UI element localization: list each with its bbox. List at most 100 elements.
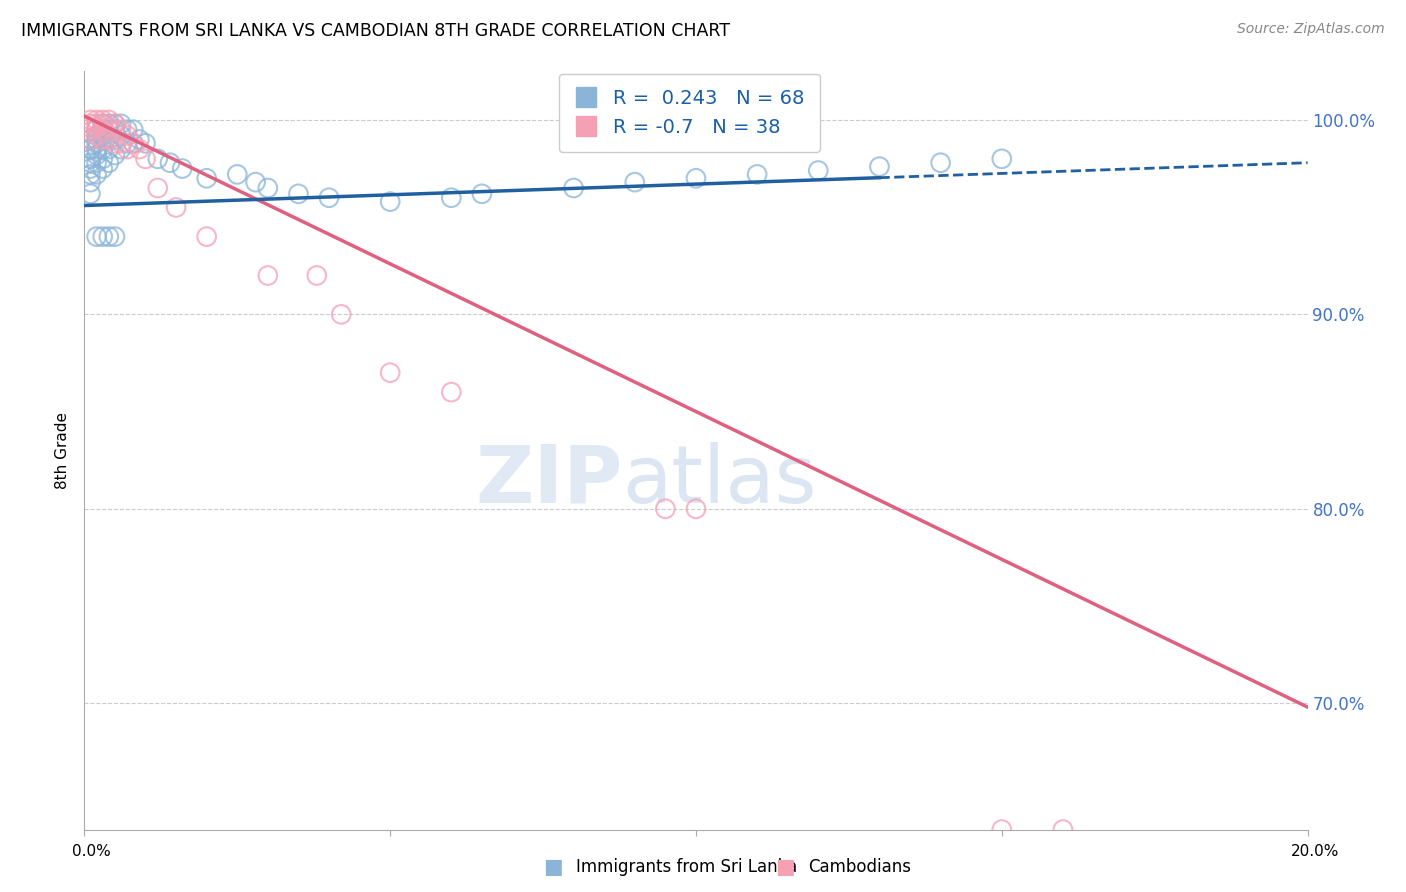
Point bbox=[110, 142, 132, 156]
Point bbox=[86, 155, 108, 169]
Point bbox=[91, 161, 114, 176]
Point bbox=[135, 152, 157, 166]
Point bbox=[685, 501, 707, 516]
Legend: R =  0.243   N = 68, R = -0.7   N = 38: R = 0.243 N = 68, R = -0.7 N = 38 bbox=[560, 73, 820, 153]
Point bbox=[79, 142, 101, 156]
Point bbox=[159, 155, 181, 169]
Point bbox=[330, 307, 353, 321]
Point bbox=[91, 112, 114, 127]
Point bbox=[104, 125, 127, 139]
Point bbox=[165, 201, 187, 215]
Point bbox=[97, 112, 120, 127]
Point bbox=[97, 117, 120, 131]
Point bbox=[104, 117, 127, 131]
Point bbox=[91, 122, 114, 136]
Point bbox=[380, 194, 402, 209]
Point bbox=[869, 160, 891, 174]
Point bbox=[86, 120, 108, 135]
Point bbox=[128, 132, 150, 146]
Point bbox=[91, 122, 114, 136]
Point bbox=[1052, 822, 1074, 837]
Point bbox=[79, 132, 101, 146]
Point bbox=[91, 142, 114, 156]
Point bbox=[110, 122, 132, 136]
Point bbox=[257, 268, 280, 283]
Point bbox=[104, 148, 127, 162]
Point bbox=[624, 175, 647, 189]
Point bbox=[79, 161, 101, 176]
Point bbox=[79, 132, 101, 146]
Point bbox=[122, 122, 145, 136]
Point bbox=[97, 132, 120, 146]
Point bbox=[97, 120, 120, 135]
Point bbox=[79, 155, 101, 169]
Point bbox=[104, 229, 127, 244]
Point bbox=[86, 122, 108, 136]
Point bbox=[440, 385, 463, 400]
Point bbox=[104, 117, 127, 131]
Text: ZIP: ZIP bbox=[475, 442, 623, 520]
Point bbox=[747, 168, 769, 182]
Point bbox=[79, 125, 101, 139]
Point bbox=[991, 822, 1014, 837]
Point bbox=[86, 117, 108, 131]
Point bbox=[97, 142, 120, 156]
Point bbox=[91, 152, 114, 166]
Point bbox=[97, 155, 120, 169]
Point bbox=[97, 132, 120, 146]
Point bbox=[135, 136, 157, 151]
Point bbox=[146, 181, 169, 195]
Point bbox=[110, 117, 132, 131]
Point bbox=[104, 132, 127, 146]
Point bbox=[104, 122, 127, 136]
Point bbox=[79, 142, 101, 156]
Point bbox=[79, 168, 101, 182]
Point bbox=[562, 181, 585, 195]
Point bbox=[86, 136, 108, 151]
Point bbox=[91, 128, 114, 143]
Point bbox=[115, 136, 138, 151]
Point bbox=[380, 366, 402, 380]
Point bbox=[79, 186, 101, 201]
Point bbox=[440, 191, 463, 205]
Point bbox=[115, 122, 138, 136]
Text: 0.0%: 0.0% bbox=[72, 845, 111, 859]
Point bbox=[86, 148, 108, 162]
Point bbox=[146, 152, 169, 166]
Text: Cambodians: Cambodians bbox=[808, 858, 911, 876]
Point bbox=[91, 132, 114, 146]
Point bbox=[104, 136, 127, 151]
Point bbox=[115, 128, 138, 143]
Point bbox=[287, 186, 309, 201]
Point bbox=[122, 136, 145, 151]
Point bbox=[79, 117, 101, 131]
Text: Immigrants from Sri Lanka: Immigrants from Sri Lanka bbox=[576, 858, 797, 876]
Point bbox=[79, 152, 101, 166]
Point bbox=[471, 186, 494, 201]
Point bbox=[79, 112, 101, 127]
Text: ■: ■ bbox=[543, 857, 562, 877]
Point bbox=[91, 132, 114, 146]
Y-axis label: 8th Grade: 8th Grade bbox=[55, 412, 70, 489]
Text: atlas: atlas bbox=[623, 442, 817, 520]
Point bbox=[86, 229, 108, 244]
Point bbox=[195, 171, 218, 186]
Point bbox=[195, 229, 218, 244]
Point bbox=[257, 181, 280, 195]
Point bbox=[86, 132, 108, 146]
Text: 20.0%: 20.0% bbox=[1291, 845, 1339, 859]
Point bbox=[929, 155, 952, 169]
Point bbox=[115, 142, 138, 156]
Point bbox=[86, 128, 108, 143]
Point bbox=[79, 175, 101, 189]
Point bbox=[91, 117, 114, 131]
Point bbox=[97, 229, 120, 244]
Point bbox=[91, 117, 114, 131]
Point bbox=[86, 168, 108, 182]
Point bbox=[172, 161, 194, 176]
Point bbox=[128, 142, 150, 156]
Point bbox=[991, 152, 1014, 166]
Text: Source: ZipAtlas.com: Source: ZipAtlas.com bbox=[1237, 22, 1385, 37]
Text: IMMIGRANTS FROM SRI LANKA VS CAMBODIAN 8TH GRADE CORRELATION CHART: IMMIGRANTS FROM SRI LANKA VS CAMBODIAN 8… bbox=[21, 22, 730, 40]
Point bbox=[245, 175, 267, 189]
